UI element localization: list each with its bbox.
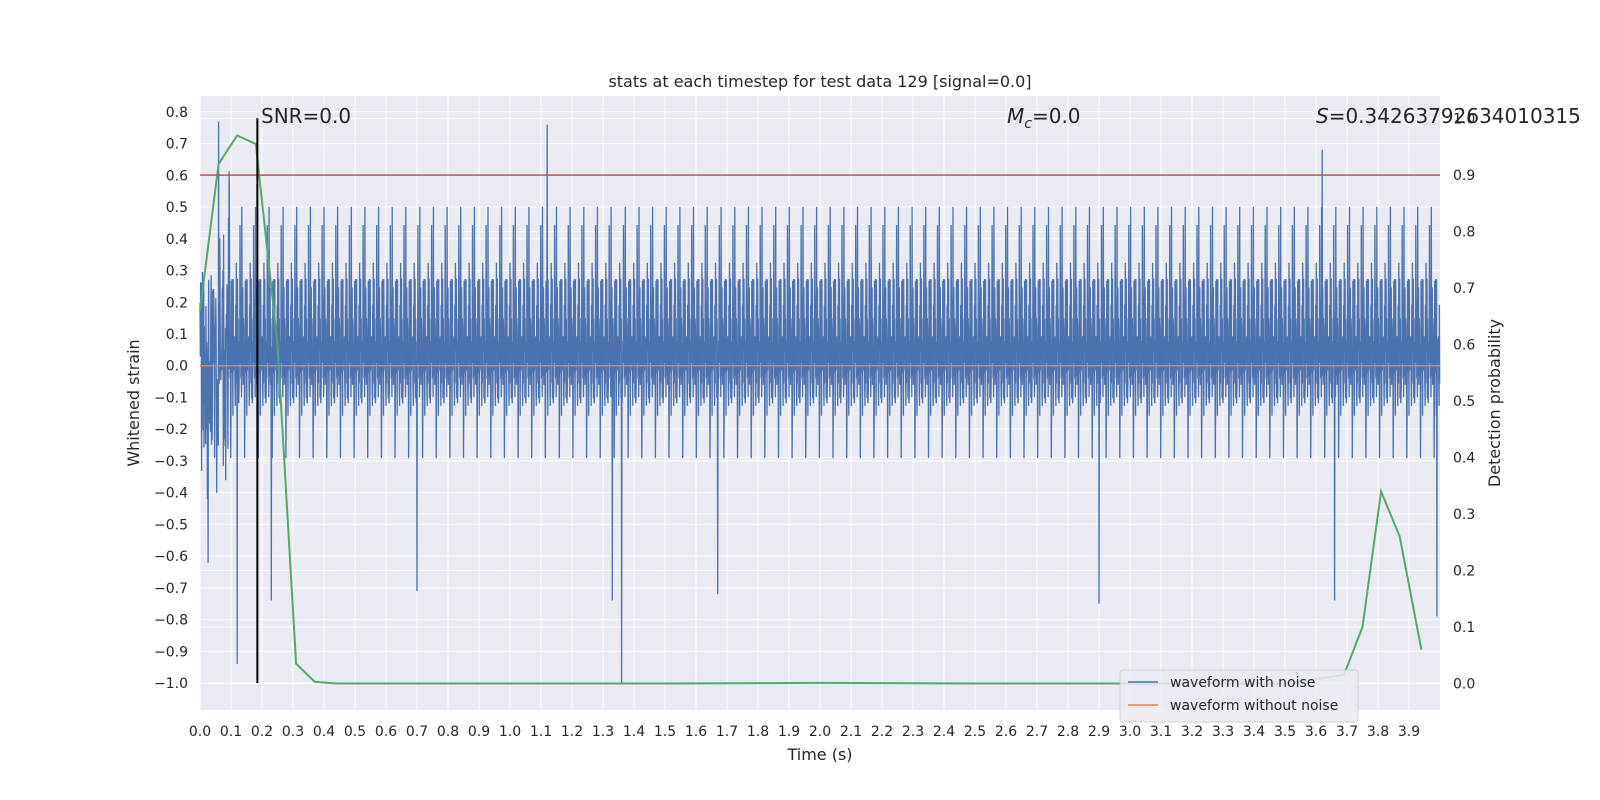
x-tick-label: 3.2 xyxy=(1181,724,1203,740)
x-tick-label: 2.4 xyxy=(933,724,955,740)
x-tick-label: 0.3 xyxy=(282,724,304,740)
s-annotation: S=0.3426379263401031​5 xyxy=(1316,104,1581,128)
x-tick-label: 1.5 xyxy=(654,724,676,740)
x-tick-label: 1.9 xyxy=(778,724,800,740)
x-tick-label: 2.9 xyxy=(1088,724,1110,740)
x-tick-label: 0.9 xyxy=(468,724,490,740)
chart-title: stats at each timestep for test data 129… xyxy=(608,72,1031,91)
detection-probability-line xyxy=(199,134,1423,685)
y-left-tick-label: 0.4 xyxy=(166,232,188,248)
y-right-axis-label: Detection probability xyxy=(1485,319,1504,487)
y-right-tick-label: 1.0 xyxy=(1453,112,1475,128)
x-tick-label: 2.0 xyxy=(809,724,831,740)
x-tick-label: 3.3 xyxy=(1212,724,1234,740)
x-tick-label: 1.8 xyxy=(747,724,769,740)
y-right-tick-labels: 1.0 0.9 0.8 0.7 0.6 0.5 0.4 0.3 0.2 0.1 0.0 xyxy=(1453,112,1475,693)
y-left-tick-label: 0.8 xyxy=(166,105,188,121)
reference-lines xyxy=(200,118,1440,684)
x-tick-label: 3.7 xyxy=(1336,724,1358,740)
series-detection-probability xyxy=(199,134,1423,685)
y-left-tick-label: 0.3 xyxy=(166,264,188,280)
x-tick-label: 1.2 xyxy=(561,724,583,740)
y-right-tick-label: 0.5 xyxy=(1453,394,1475,410)
legend: waveform with noise waveform without noi… xyxy=(1119,669,1359,723)
y-left-tick-label: −0.6 xyxy=(154,549,188,565)
y-right-tick-label: 0.6 xyxy=(1453,338,1475,354)
y-left-tick-label: −0.9 xyxy=(154,644,188,660)
x-tick-label: 1.1 xyxy=(530,724,552,740)
x-tick-label: 0.1 xyxy=(220,724,242,740)
x-tick-label: 2.7 xyxy=(1026,724,1048,740)
y-right-tick-label: 0.8 xyxy=(1453,225,1475,241)
x-tick-label: 0.6 xyxy=(375,724,397,740)
x-tick-label: 1.6 xyxy=(685,724,707,740)
y-left-tick-label: −0.3 xyxy=(154,454,188,470)
x-tick-label: 2.5 xyxy=(964,724,986,740)
x-tick-label: 3.8 xyxy=(1367,724,1389,740)
x-tick-label: 2.8 xyxy=(1057,724,1079,740)
y-left-tick-label: 0.5 xyxy=(166,200,188,216)
mc-subscript: c xyxy=(1024,116,1032,132)
x-tick-label: 0.0 xyxy=(189,724,211,740)
mc-symbol: M xyxy=(1007,104,1024,128)
x-tick-label: 1.0 xyxy=(499,724,521,740)
x-tick-label: 3.9 xyxy=(1398,724,1420,740)
y-left-tick-label: −0.2 xyxy=(154,422,188,438)
x-tick-label: 2.3 xyxy=(902,724,924,740)
y-right-tick-label: 0.9 xyxy=(1453,168,1475,184)
x-tick-label: 3.6 xyxy=(1305,724,1327,740)
x-tick-label: 0.4 xyxy=(313,724,335,740)
y-right-tick-label: 0.2 xyxy=(1453,563,1475,579)
x-tick-label: 2.6 xyxy=(995,724,1017,740)
x-axis-label: Time (s) xyxy=(786,745,852,764)
y-left-tick-label: 0.1 xyxy=(166,327,188,343)
x-tick-label: 0.7 xyxy=(406,724,428,740)
y-right-tick-label: 0.0 xyxy=(1453,676,1475,692)
y-right-tick-label: 0.1 xyxy=(1453,620,1475,636)
x-tick-label: 0.8 xyxy=(437,724,459,740)
x-tick-label: 2.2 xyxy=(871,724,893,740)
y-left-tick-label: 0.2 xyxy=(166,295,188,311)
series-waveform-with-noise xyxy=(199,121,1441,684)
y-left-tick-label: −0.8 xyxy=(154,613,188,629)
y-left-tick-label: −0.5 xyxy=(154,517,188,533)
legend-box xyxy=(1119,669,1359,723)
y-right-tick-label: 0.3 xyxy=(1453,507,1475,523)
x-tick-label: 3.0 xyxy=(1119,724,1141,740)
x-tick-labels: 0.0 0.1 0.2 0.3 0.4 0.5 0.6 0.7 0.8 0.9 1.0 1.1 1.2 1… xyxy=(189,724,1420,740)
x-tick-label: 1.7 xyxy=(716,724,738,740)
y-left-tick-labels: 0.8 0.7 0.6 0.5 0.4 0.3 0.2 0.1 0.0 −0.1 −0.2 −0.3 −… xyxy=(154,105,188,692)
y-left-tick-label: 0.6 xyxy=(166,168,188,184)
mc-annotation: Mc=0.0 xyxy=(1007,104,1081,132)
s-value: =0.3426379263401031​5 xyxy=(1329,104,1581,128)
snr-annotation: SNR=0.0 xyxy=(261,104,351,128)
x-tick-label: 1.3 xyxy=(592,724,614,740)
x-tick-label: 3.1 xyxy=(1150,724,1172,740)
x-tick-label: 0.2 xyxy=(251,724,273,740)
mc-value: =0.0 xyxy=(1032,104,1081,128)
waveform-with-noise-line xyxy=(199,121,1441,684)
x-tick-label: 3.4 xyxy=(1243,724,1265,740)
y-left-tick-label: 0.0 xyxy=(166,359,188,375)
y-left-axis-label: Whitened strain xyxy=(124,339,143,466)
y-left-tick-label: −0.4 xyxy=(154,486,188,502)
legend-label-waveform-without-noise: waveform without noise xyxy=(1170,698,1338,714)
legend-label-waveform-with-noise: waveform with noise xyxy=(1170,675,1315,691)
x-tick-label: 0.5 xyxy=(344,724,366,740)
y-left-tick-label: −1.0 xyxy=(154,676,188,692)
y-right-tick-label: 0.4 xyxy=(1453,451,1475,467)
y-left-tick-label: −0.1 xyxy=(154,390,188,406)
s-symbol: S xyxy=(1316,104,1329,128)
y-left-tick-label: 0.7 xyxy=(166,137,188,153)
y-right-tick-label: 0.7 xyxy=(1453,281,1475,297)
x-tick-label: 1.4 xyxy=(623,724,645,740)
x-tick-label: 2.1 xyxy=(840,724,862,740)
y-left-tick-label: −0.7 xyxy=(154,581,188,597)
x-tick-label: 3.5 xyxy=(1274,724,1296,740)
